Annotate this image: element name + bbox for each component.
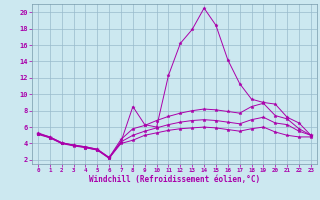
X-axis label: Windchill (Refroidissement éolien,°C): Windchill (Refroidissement éolien,°C) [89,175,260,184]
